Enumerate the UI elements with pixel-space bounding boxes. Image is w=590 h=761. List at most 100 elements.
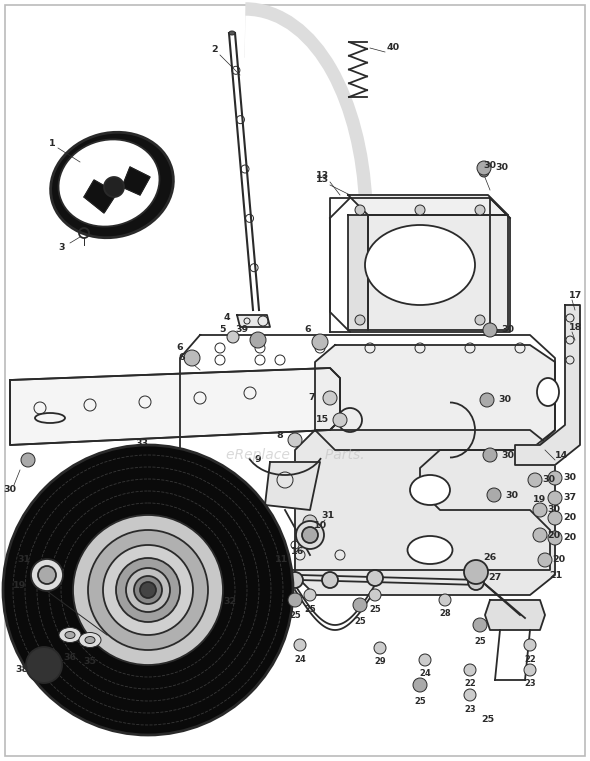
Circle shape <box>475 205 485 215</box>
Circle shape <box>103 545 193 635</box>
Text: 2: 2 <box>212 46 218 55</box>
Text: 6: 6 <box>176 343 183 352</box>
Text: 30: 30 <box>496 164 509 173</box>
Circle shape <box>288 593 302 607</box>
Circle shape <box>533 503 547 517</box>
Polygon shape <box>10 368 340 445</box>
Text: 37: 37 <box>563 493 576 502</box>
Text: 30: 30 <box>502 451 514 460</box>
Circle shape <box>304 589 316 601</box>
Circle shape <box>548 491 562 505</box>
Text: 25: 25 <box>289 612 301 620</box>
Circle shape <box>533 528 547 542</box>
Text: 40: 40 <box>386 43 399 53</box>
Text: 32: 32 <box>224 597 237 607</box>
Text: 6: 6 <box>304 326 312 335</box>
Text: 39: 39 <box>235 326 248 335</box>
Circle shape <box>26 647 62 683</box>
Text: 17: 17 <box>569 291 582 300</box>
Circle shape <box>323 391 337 405</box>
Text: 11: 11 <box>276 556 289 565</box>
Circle shape <box>548 531 562 545</box>
Text: 31: 31 <box>322 511 335 520</box>
Circle shape <box>296 521 324 549</box>
Text: 30: 30 <box>563 473 576 482</box>
Circle shape <box>184 350 200 366</box>
Circle shape <box>415 205 425 215</box>
Circle shape <box>464 664 476 676</box>
Text: 23: 23 <box>464 705 476 714</box>
Text: 22: 22 <box>524 654 536 664</box>
Text: 24: 24 <box>419 670 431 679</box>
Circle shape <box>355 205 365 215</box>
Text: 20: 20 <box>548 530 560 540</box>
Polygon shape <box>348 195 508 215</box>
Circle shape <box>475 315 485 325</box>
Text: 20: 20 <box>563 514 576 523</box>
Circle shape <box>369 589 381 601</box>
Polygon shape <box>265 462 320 510</box>
Text: 7: 7 <box>309 393 315 403</box>
Ellipse shape <box>408 536 453 564</box>
Ellipse shape <box>59 628 81 642</box>
Polygon shape <box>515 305 580 465</box>
Ellipse shape <box>410 475 450 505</box>
Circle shape <box>419 654 431 666</box>
Circle shape <box>322 572 338 588</box>
Circle shape <box>528 473 542 487</box>
Text: 28: 28 <box>439 610 451 619</box>
Text: 16: 16 <box>291 547 304 556</box>
Text: 24: 24 <box>294 654 306 664</box>
Circle shape <box>140 582 156 598</box>
Circle shape <box>524 639 536 651</box>
Text: 30: 30 <box>548 505 560 514</box>
Text: 14: 14 <box>555 451 569 460</box>
Circle shape <box>355 315 365 325</box>
Text: 8: 8 <box>277 431 283 440</box>
Polygon shape <box>84 180 117 213</box>
Text: 25: 25 <box>354 616 366 626</box>
Circle shape <box>464 689 476 701</box>
Circle shape <box>116 558 180 622</box>
Text: 13: 13 <box>316 171 329 180</box>
Circle shape <box>468 574 484 590</box>
Text: 30: 30 <box>483 161 497 170</box>
Text: 6: 6 <box>178 354 185 362</box>
Polygon shape <box>295 430 555 595</box>
Circle shape <box>367 570 383 586</box>
Circle shape <box>294 639 306 651</box>
Text: 25: 25 <box>414 696 426 705</box>
Circle shape <box>538 553 552 567</box>
Polygon shape <box>368 215 508 330</box>
Text: 26: 26 <box>483 553 497 562</box>
Text: 25: 25 <box>474 636 486 645</box>
Text: 13: 13 <box>316 176 329 184</box>
Ellipse shape <box>537 378 559 406</box>
Circle shape <box>548 471 562 485</box>
Ellipse shape <box>229 31 235 35</box>
Circle shape <box>483 448 497 462</box>
Circle shape <box>31 559 63 591</box>
Circle shape <box>353 598 367 612</box>
Circle shape <box>487 488 501 502</box>
Text: 21: 21 <box>549 571 563 579</box>
Circle shape <box>477 161 491 175</box>
Polygon shape <box>485 600 545 630</box>
Ellipse shape <box>85 636 95 644</box>
Text: 23: 23 <box>524 680 536 689</box>
Text: 19: 19 <box>14 581 27 590</box>
Text: 25: 25 <box>481 715 494 724</box>
Text: 30: 30 <box>4 486 17 495</box>
Circle shape <box>227 331 239 343</box>
Ellipse shape <box>65 632 75 638</box>
Polygon shape <box>122 167 150 195</box>
Text: eReplace        Parts.: eReplace Parts. <box>226 448 364 462</box>
Ellipse shape <box>51 132 173 237</box>
Text: 15: 15 <box>316 416 329 425</box>
Polygon shape <box>315 345 555 450</box>
Circle shape <box>288 433 302 447</box>
Circle shape <box>473 618 487 632</box>
Polygon shape <box>237 315 270 327</box>
Circle shape <box>134 576 162 604</box>
Circle shape <box>374 642 386 654</box>
